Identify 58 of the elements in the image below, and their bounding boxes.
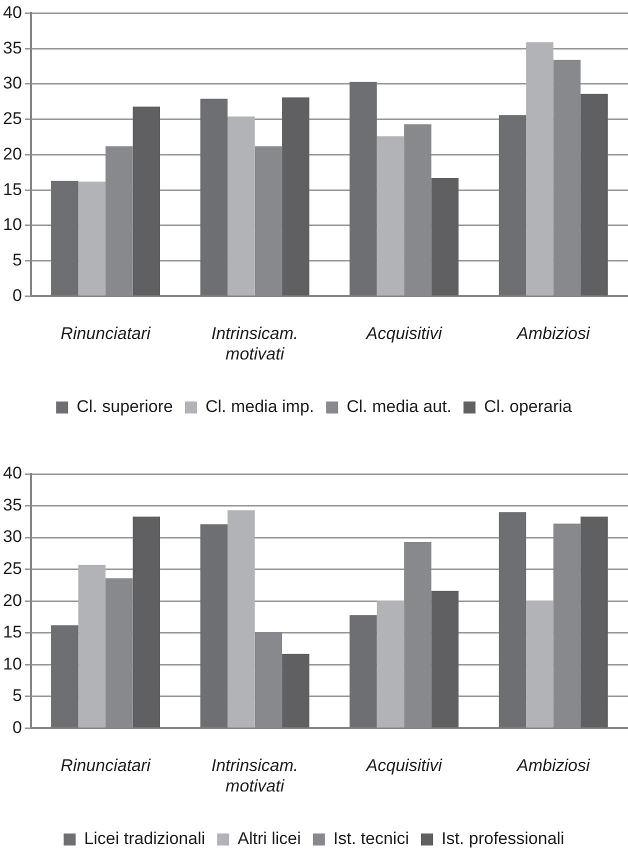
- bar: [78, 564, 106, 728]
- y-tick-label: 0: [12, 286, 22, 305]
- y-tick-label: 5: [12, 250, 22, 270]
- legend-label: Altri licei: [238, 829, 301, 848]
- y-tick-label: 40: [2, 464, 22, 483]
- legend-label: Licei tradizionali: [84, 829, 206, 848]
- legend-label: Cl. media imp.: [205, 397, 314, 416]
- legend-label: Ist. professionali: [441, 829, 564, 848]
- bar: [200, 98, 228, 296]
- y-tick-label: 10: [2, 215, 22, 234]
- legend-label: Cl. superiore: [76, 397, 173, 416]
- bar: [431, 178, 459, 296]
- y-tick-label: 35: [2, 495, 22, 514]
- bar: [350, 82, 377, 296]
- y-tick-label: 25: [2, 559, 22, 578]
- bar: [498, 512, 526, 728]
- x-tick-label: Ambiziosi: [516, 324, 591, 344]
- y-tick-label: 35: [2, 38, 22, 58]
- bar: [376, 600, 404, 728]
- y-tick-label: 40: [2, 2, 22, 22]
- y-tick-label: 30: [2, 74, 22, 93]
- legend-label: Cl. media aut.: [346, 397, 452, 416]
- bar: [78, 182, 106, 296]
- legend-label: Cl. operaria: [484, 397, 572, 416]
- bar: [376, 136, 404, 296]
- x-tick-label: Intrinsicam. motivati: [211, 756, 298, 796]
- bar: [580, 516, 608, 728]
- bar: [228, 116, 255, 296]
- y-tick-label: 10: [2, 654, 22, 674]
- y-tick-label: 5: [12, 686, 22, 706]
- y-tick-label: 15: [2, 622, 22, 642]
- y-tick-label: 20: [2, 144, 22, 164]
- bar: [350, 615, 377, 728]
- bar: [431, 590, 459, 728]
- y-tick-label: 20: [2, 590, 22, 610]
- bar: [200, 524, 228, 728]
- x-tick-label: Rinunciatari: [60, 324, 152, 344]
- x-tick-label: Acquisitivi: [365, 756, 444, 776]
- y-tick-label: 25: [2, 109, 22, 128]
- bar: [132, 106, 160, 296]
- bar: [498, 115, 526, 296]
- x-tick-label: Acquisitivi: [365, 324, 444, 344]
- bar: [51, 625, 78, 728]
- bar: [580, 94, 608, 296]
- legend-label: Ist. tecnici: [333, 829, 410, 848]
- bar: [526, 42, 554, 296]
- bar: [51, 180, 78, 296]
- bar: [132, 516, 160, 728]
- x-tick-label: Rinunciatari: [60, 756, 152, 776]
- y-tick-label: 15: [2, 180, 22, 199]
- x-tick-label: Intrinsicam. motivati: [211, 324, 298, 364]
- bar: [282, 97, 310, 296]
- bar: [526, 600, 554, 728]
- x-tick-label: Ambiziosi: [516, 756, 591, 776]
- y-tick-label: 30: [2, 527, 22, 546]
- bar: [282, 654, 310, 728]
- bar: [228, 510, 255, 728]
- y-tick-label: 0: [12, 718, 22, 737]
